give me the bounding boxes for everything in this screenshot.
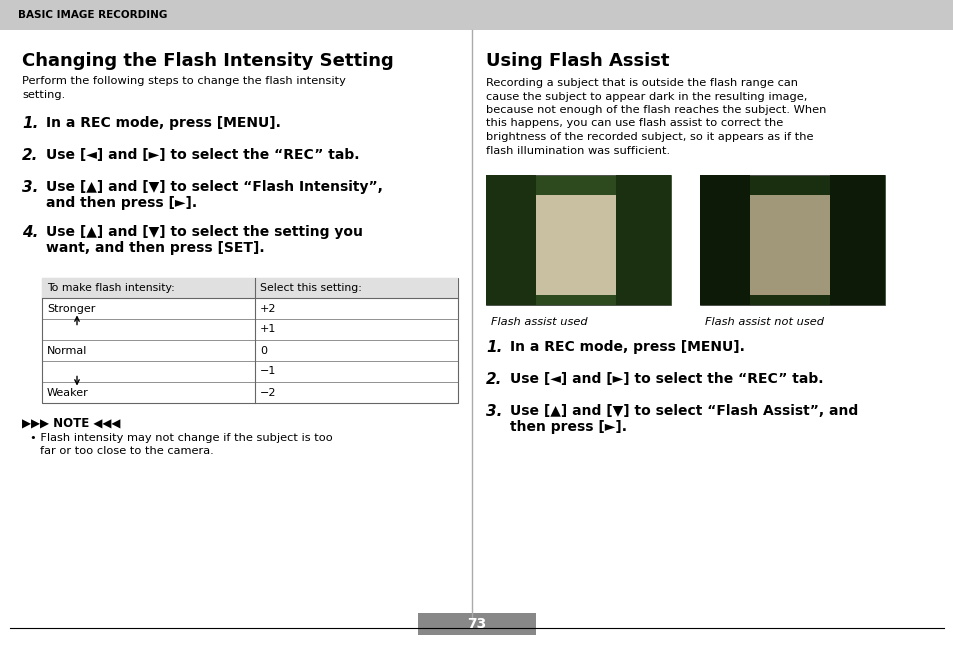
Text: because not enough of the flash reaches the subject. When: because not enough of the flash reaches … [485,105,825,115]
Bar [485,175,670,305]
Text: • Flash intensity may not change if the subject is too: • Flash intensity may not change if the … [30,433,333,443]
Text: 73: 73 [467,617,486,631]
Text: Stronger: Stronger [47,304,95,313]
Text: +2: +2 [260,304,276,313]
Bar [42,278,457,298]
Text: Normal: Normal [47,346,88,355]
Text: this happens, you can use flash assist to correct the: this happens, you can use flash assist t… [485,118,782,129]
Bar [829,175,884,305]
Bar [0,0,953,30]
Text: BASIC IMAGE RECORDING: BASIC IMAGE RECORDING [18,10,167,20]
Text: Select this setting:: Select this setting: [260,283,361,293]
Text: brightness of the recorded subject, so it appears as if the: brightness of the recorded subject, so i… [485,132,813,142]
Text: Use [▲] and [▼] to select “Flash Assist”, and: Use [▲] and [▼] to select “Flash Assist”… [510,404,858,418]
Text: Use [▲] and [▼] to select the setting you: Use [▲] and [▼] to select the setting yo… [46,225,362,239]
Text: −1: −1 [260,366,276,377]
Text: 4.: 4. [22,225,38,240]
Bar [700,175,884,305]
Text: 3.: 3. [485,404,502,419]
Bar [700,175,749,305]
Text: 0: 0 [260,346,267,355]
Text: +1: +1 [260,324,276,335]
Text: 1.: 1. [22,116,38,131]
Text: Weaker: Weaker [47,388,89,397]
Text: In a REC mode, press [MENU].: In a REC mode, press [MENU]. [510,340,744,354]
Text: Use [◄] and [►] to select the “REC” tab.: Use [◄] and [►] to select the “REC” tab. [510,372,822,386]
Text: −2: −2 [260,388,276,397]
Text: To make flash intensity:: To make flash intensity: [47,283,174,293]
Text: Use [◄] and [►] to select the “REC” tab.: Use [◄] and [►] to select the “REC” tab. [46,148,359,162]
Text: Using Flash Assist: Using Flash Assist [485,52,669,70]
Text: 2.: 2. [485,372,502,387]
Text: Flash assist used: Flash assist used [491,317,587,327]
Text: Perform the following steps to change the flash intensity: Perform the following steps to change th… [22,76,346,86]
Text: Flash assist not used: Flash assist not used [704,317,823,327]
Text: Changing the Flash Intensity Setting: Changing the Flash Intensity Setting [22,52,394,70]
Text: Recording a subject that is outside the flash range can: Recording a subject that is outside the … [485,78,797,88]
Text: setting.: setting. [22,90,65,100]
Bar [749,195,829,295]
Bar [485,175,536,305]
Text: 1.: 1. [485,340,502,355]
Text: cause the subject to appear dark in the resulting image,: cause the subject to appear dark in the … [485,92,806,101]
Text: then press [►].: then press [►]. [510,420,626,434]
Text: In a REC mode, press [MENU].: In a REC mode, press [MENU]. [46,116,280,130]
Text: far or too close to the camera.: far or too close to the camera. [40,446,213,456]
Text: want, and then press [SET].: want, and then press [SET]. [46,241,264,255]
Bar [536,195,616,295]
Text: ▶▶▶ NOTE ◀◀◀: ▶▶▶ NOTE ◀◀◀ [22,417,120,430]
Text: flash illumination was sufficient.: flash illumination was sufficient. [485,145,669,156]
Bar [417,613,536,635]
Text: and then press [►].: and then press [►]. [46,196,197,210]
Text: 3.: 3. [22,180,38,195]
Bar [616,175,670,305]
Text: 2.: 2. [22,148,38,163]
Text: Use [▲] and [▼] to select “Flash Intensity”,: Use [▲] and [▼] to select “Flash Intensi… [46,180,382,194]
Bar [42,278,457,403]
